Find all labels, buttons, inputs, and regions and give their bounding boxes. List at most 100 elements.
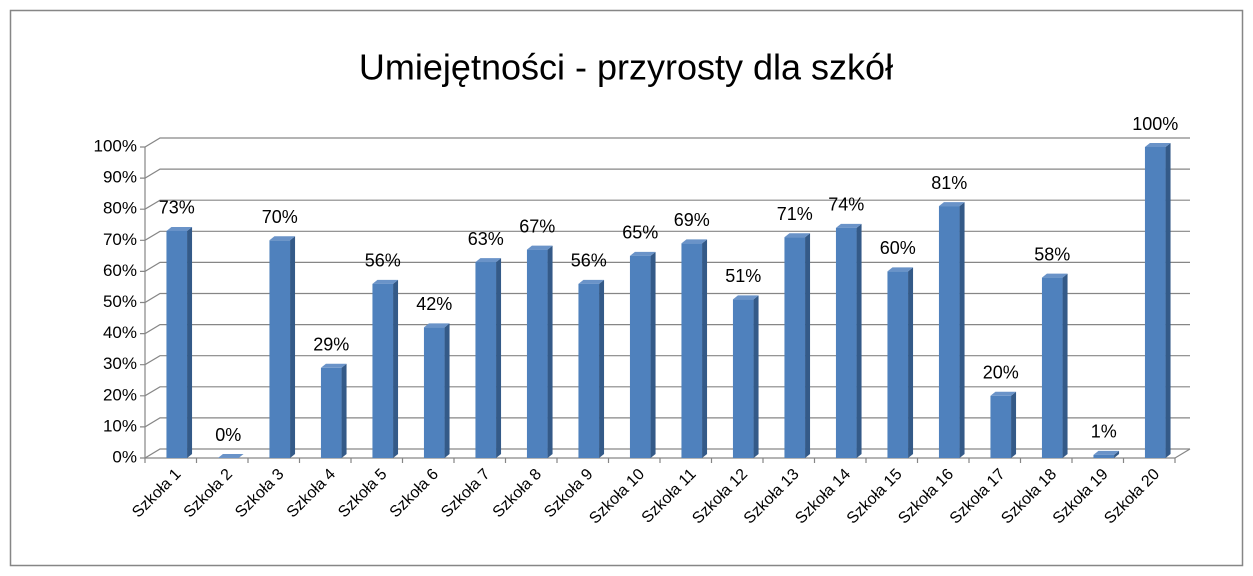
bar — [423, 327, 445, 458]
chart-title: Umiejętności - przyrosty dla szkół — [359, 47, 893, 88]
bar-side — [187, 226, 193, 458]
bar — [372, 283, 394, 458]
y-tick-label: 100% — [94, 136, 137, 155]
y-tick-label: 30% — [103, 354, 137, 373]
bar-side — [702, 239, 708, 458]
data-label: 56% — [365, 251, 401, 271]
y-tick-label: 70% — [103, 230, 137, 249]
bar-top — [578, 279, 605, 284]
bar-top — [887, 267, 914, 272]
chart-frame — [9, 9, 1244, 567]
grid-line — [140, 417, 1190, 428]
bar-side — [599, 279, 605, 458]
data-label: 70% — [262, 207, 298, 227]
bar-top — [526, 245, 553, 250]
bar-side — [444, 323, 450, 458]
bar-top — [1144, 143, 1171, 147]
data-label: 100% — [1132, 114, 1178, 134]
grid-line — [140, 448, 1190, 459]
grid-line — [140, 261, 1190, 272]
y-tick-label: 20% — [103, 385, 137, 404]
y-tick-label: 0% — [112, 447, 137, 466]
bar-top — [629, 251, 656, 256]
bar-top — [166, 226, 193, 231]
data-label: 60% — [880, 238, 916, 258]
bar-side — [650, 251, 656, 458]
bar-top — [269, 236, 296, 241]
y-tick-label: 60% — [103, 261, 137, 280]
bar-top — [372, 279, 399, 284]
data-label: 51% — [725, 266, 761, 286]
bar — [1144, 147, 1166, 458]
bar — [526, 249, 548, 458]
bar-top — [784, 233, 811, 238]
bar — [835, 227, 857, 458]
bar-top — [320, 363, 347, 368]
bar — [320, 367, 342, 458]
grid-line — [140, 355, 1190, 366]
bar-side — [1114, 450, 1120, 458]
data-label: 42% — [416, 294, 452, 314]
bar-top — [681, 239, 708, 244]
bar — [990, 395, 1012, 458]
bar-side — [959, 202, 965, 458]
bar-top — [423, 323, 450, 328]
bar-side — [496, 258, 502, 458]
data-label: 0% — [215, 425, 241, 445]
data-label: 63% — [468, 229, 504, 249]
bar — [938, 206, 960, 458]
grid-line — [140, 199, 1190, 210]
data-label: 56% — [571, 251, 607, 271]
bar-side — [290, 236, 296, 458]
grid-line — [140, 324, 1190, 335]
data-label: 67% — [519, 216, 555, 236]
data-label: 69% — [674, 210, 710, 230]
y-tick-label: 90% — [103, 168, 137, 187]
data-label: 58% — [1034, 244, 1070, 264]
bar-side — [805, 233, 811, 458]
bar-side — [856, 223, 862, 458]
bar — [269, 240, 291, 458]
bar — [475, 262, 497, 458]
bar-side — [341, 363, 347, 458]
y-tick-label: 10% — [103, 416, 137, 435]
x-axis-depth — [1174, 448, 1191, 459]
data-label: 65% — [622, 223, 658, 243]
bar-side — [1011, 391, 1017, 458]
y-tick-label: 50% — [103, 292, 137, 311]
data-label: 81% — [931, 173, 967, 193]
bar-top — [1093, 450, 1120, 455]
bar — [681, 243, 703, 458]
data-label: 20% — [983, 363, 1019, 383]
bar — [1093, 454, 1115, 458]
bar-side — [1062, 273, 1068, 458]
bar-top — [1041, 273, 1068, 278]
bar-top — [732, 295, 759, 300]
bar-side — [393, 279, 399, 458]
grid-line — [140, 386, 1190, 397]
bar-top — [835, 223, 862, 228]
data-label: 1% — [1091, 422, 1117, 442]
grid-line — [140, 292, 1190, 304]
bar-top — [938, 202, 965, 207]
bar — [1041, 277, 1063, 458]
bar-top — [475, 258, 502, 263]
bar — [578, 283, 600, 458]
bar-side — [908, 267, 914, 458]
bar — [629, 255, 651, 458]
bar-top — [990, 391, 1017, 396]
data-label: 71% — [777, 204, 813, 224]
grid-line — [140, 168, 1190, 179]
data-label: 73% — [159, 198, 195, 218]
y-tick-label: 80% — [103, 199, 137, 218]
bar — [887, 271, 909, 458]
bar — [166, 230, 188, 458]
bar-side — [753, 295, 759, 458]
data-label: 29% — [313, 335, 349, 355]
bar-top — [217, 454, 244, 458]
y-tick-label: 40% — [103, 323, 137, 342]
bar — [784, 237, 806, 458]
bar — [732, 299, 754, 458]
data-label: 74% — [828, 195, 864, 215]
